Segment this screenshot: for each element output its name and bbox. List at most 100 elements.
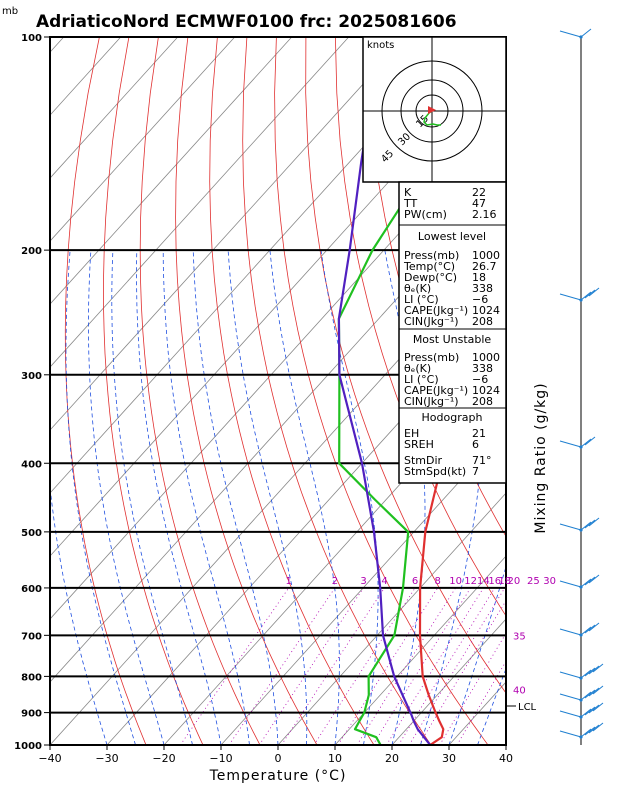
temperature-tick-label: 30 xyxy=(442,752,456,765)
dry-adiabat xyxy=(103,37,204,745)
wind-barb-flag xyxy=(588,574,600,584)
lowest-level-value: 26.7 xyxy=(472,260,497,273)
wind-barb-flag xyxy=(584,289,596,299)
wind-barb-flag xyxy=(580,626,592,636)
mixing-ratio-label: 14 xyxy=(477,576,490,587)
isotherm xyxy=(334,555,506,745)
wind-barb-flag xyxy=(588,704,600,714)
wind-barb-flag xyxy=(584,726,596,736)
index-label: K xyxy=(404,186,412,199)
mixing-ratio-line xyxy=(228,587,336,745)
mixing-ratio-label: 12 xyxy=(464,576,477,587)
pressure-units-label: mb xyxy=(2,6,18,17)
lowest-level-label: CAPE(Jkg⁻¹) xyxy=(404,304,468,317)
wind-barb-flag xyxy=(580,291,592,301)
theta-label: 35 xyxy=(513,631,526,642)
x-axis-label: Temperature (°C) xyxy=(209,768,347,784)
wind-barb xyxy=(559,580,582,588)
stability-panel-frame xyxy=(398,181,507,484)
temperature-tick-label: −30 xyxy=(95,752,118,765)
moist-adiabat xyxy=(192,250,279,745)
hodograph: knots 15 30 45 xyxy=(362,36,507,183)
wind-barb-flag xyxy=(588,622,600,632)
dry-adiabat xyxy=(64,37,147,745)
mixing-ratio-label: 16 xyxy=(488,576,501,587)
wind-barb xyxy=(559,693,582,701)
most-unstable-label: LI (°C) xyxy=(404,373,439,386)
dry-adiabat xyxy=(175,37,318,745)
mixing-ratio-label: 20 xyxy=(508,576,521,587)
lowest-level-value: 1024 xyxy=(472,304,500,317)
most-unstable-label: Press(mb) xyxy=(404,351,459,364)
wind-barb-flag xyxy=(580,438,592,448)
most-unstable-value: 338 xyxy=(472,362,493,375)
temperature-tick-label: −10 xyxy=(209,752,232,765)
mixing-ratio-label: 4 xyxy=(381,576,387,587)
temperature-tick-label: 10 xyxy=(328,752,342,765)
wind-barb-base xyxy=(579,528,583,532)
index-label: PW(cm) xyxy=(404,208,447,221)
moist-adiabat xyxy=(136,250,222,745)
moist-adiabat xyxy=(50,250,108,745)
dry-adiabat xyxy=(139,37,261,745)
wind-barb-flag xyxy=(588,517,600,527)
wind-barb-flag xyxy=(580,28,592,38)
wind-barb xyxy=(559,30,582,38)
wind-barb-flag xyxy=(580,708,592,718)
mixing-ratio-label: 1 xyxy=(286,576,292,587)
wind-barb-flag xyxy=(584,689,596,699)
moist-adiabat xyxy=(269,250,340,745)
pressure-tick-label: 900 xyxy=(21,709,42,720)
isotherm xyxy=(50,177,506,683)
mixing-ratio-label: 6 xyxy=(412,576,418,587)
dewpoint-profile xyxy=(337,38,506,745)
wind-barb-flag xyxy=(588,287,600,297)
temperature-tick-label: 40 xyxy=(499,752,513,765)
moist-adiabat xyxy=(227,250,308,745)
mixing-ratio-label: 30 xyxy=(543,576,556,587)
moist-adiabat xyxy=(162,250,250,745)
pressure-tick-label: 100 xyxy=(21,33,42,44)
lowest-level-label: LI (°C) xyxy=(404,293,439,306)
dry-adiabat xyxy=(242,37,432,745)
wind-barb-base xyxy=(579,715,583,719)
hodograph-index-label: EH xyxy=(404,427,419,440)
dry-adiabat xyxy=(335,37,506,617)
isotherm xyxy=(277,492,506,745)
mixing-ratio-label: 25 xyxy=(527,576,540,587)
moist-adiabat xyxy=(111,250,193,745)
wind-barb-base xyxy=(579,633,583,637)
most-unstable-label: CIN(Jkg⁻¹) xyxy=(404,395,459,408)
wind-barb-flag xyxy=(588,724,600,734)
most-unstable-label: θₑ(K) xyxy=(404,362,431,375)
mixing-ratio-line xyxy=(258,587,364,745)
dry-adiabat xyxy=(209,37,375,745)
wind-barb-base xyxy=(579,735,583,739)
wind-barb-flag xyxy=(584,624,596,634)
index-value: 22 xyxy=(472,186,486,199)
most-unstable-value: 208 xyxy=(472,395,493,408)
wind-barb-flag xyxy=(588,665,600,675)
hodograph-storm-value: 71° xyxy=(472,454,492,467)
wind-barb-flag xyxy=(584,706,596,716)
temperature-tick-label: 0 xyxy=(275,752,282,765)
wind-barb xyxy=(559,628,582,636)
lowest-level-label: Temp(°C) xyxy=(403,260,455,273)
panel-header: Hodograph xyxy=(422,411,483,424)
dry-adiabat xyxy=(542,37,618,745)
most-unstable-value: 1024 xyxy=(472,384,500,397)
index-value: 2.16 xyxy=(472,208,497,221)
mixing-ratio-label: 10 xyxy=(449,576,462,587)
index-value: 47 xyxy=(472,197,486,210)
wind-barb-flag xyxy=(580,728,592,738)
panel-header: Lowest level xyxy=(418,230,486,243)
hodograph-trace xyxy=(423,110,441,126)
temperature-tick-label: 20 xyxy=(385,752,399,765)
wind-profile xyxy=(559,28,604,745)
moist-adiabat xyxy=(320,250,379,745)
lowest-level-value: 1000 xyxy=(472,249,500,262)
moist-adiabat xyxy=(65,250,136,745)
y-axis-label: Mixing Ratio (g/kg) xyxy=(533,382,549,533)
pressure-tick-label: 300 xyxy=(21,371,42,382)
wind-barb xyxy=(559,523,582,531)
